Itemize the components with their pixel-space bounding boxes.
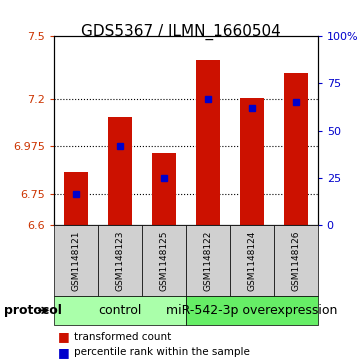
Bar: [152, 153, 176, 225]
Text: GSM1148124: GSM1148124: [247, 230, 256, 291]
Bar: [240, 98, 264, 225]
Text: GDS5367 / ILMN_1660504: GDS5367 / ILMN_1660504: [81, 24, 280, 40]
Text: transformed count: transformed count: [74, 332, 171, 342]
Bar: [108, 117, 132, 225]
Text: miR-542-3p overexpression: miR-542-3p overexpression: [166, 304, 338, 317]
Bar: [284, 73, 308, 225]
Text: ■: ■: [58, 330, 70, 343]
Text: GSM1148126: GSM1148126: [291, 230, 300, 291]
Text: control: control: [98, 304, 142, 317]
Text: GSM1148123: GSM1148123: [116, 230, 125, 291]
Text: protocol: protocol: [4, 304, 61, 317]
Text: GSM1148121: GSM1148121: [71, 230, 81, 291]
Text: GSM1148122: GSM1148122: [203, 230, 212, 291]
Bar: [196, 60, 220, 225]
Bar: [64, 172, 88, 225]
Text: percentile rank within the sample: percentile rank within the sample: [74, 347, 250, 357]
Text: ■: ■: [58, 346, 70, 359]
Text: GSM1148125: GSM1148125: [160, 230, 169, 291]
